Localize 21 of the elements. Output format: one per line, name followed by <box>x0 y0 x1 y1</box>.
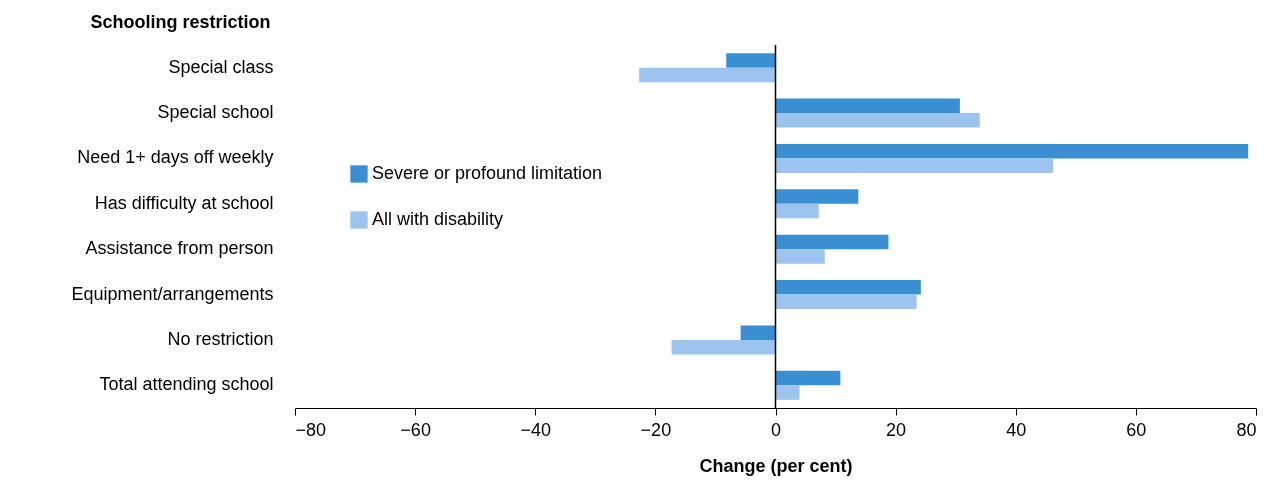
x-tick-label: −20 <box>640 419 672 440</box>
x-axis-title: Change (per cent) <box>699 455 853 476</box>
y-tick-label: Total attending school <box>99 374 274 395</box>
y-tick-label: Special school <box>157 102 274 123</box>
y-tick-label: No restriction <box>167 328 274 349</box>
y-axis-title: Schooling restriction <box>90 11 271 32</box>
y-tick-label: Assistance from person <box>85 238 274 259</box>
x-tick-label: 80 <box>1236 419 1257 440</box>
legend-label: Severe or profound limitation <box>372 163 603 183</box>
y-tick-label: Special class <box>168 56 274 77</box>
x-tick-label: −80 <box>295 419 327 440</box>
legend-label: All with disability <box>372 209 504 229</box>
x-tick-label: 40 <box>1006 419 1027 440</box>
y-tick-label: Need 1+ days off weekly <box>77 147 274 168</box>
y-tick-label: Equipment/arrangements <box>71 283 274 304</box>
x-tick-label: 0 <box>770 419 782 440</box>
x-tick-label: 60 <box>1126 419 1147 440</box>
x-tick-label: −40 <box>520 419 552 440</box>
x-tick-label: −60 <box>400 419 431 440</box>
y-tick-label: Has difficulty at school <box>94 192 274 213</box>
x-tick-label: 20 <box>886 419 907 440</box>
